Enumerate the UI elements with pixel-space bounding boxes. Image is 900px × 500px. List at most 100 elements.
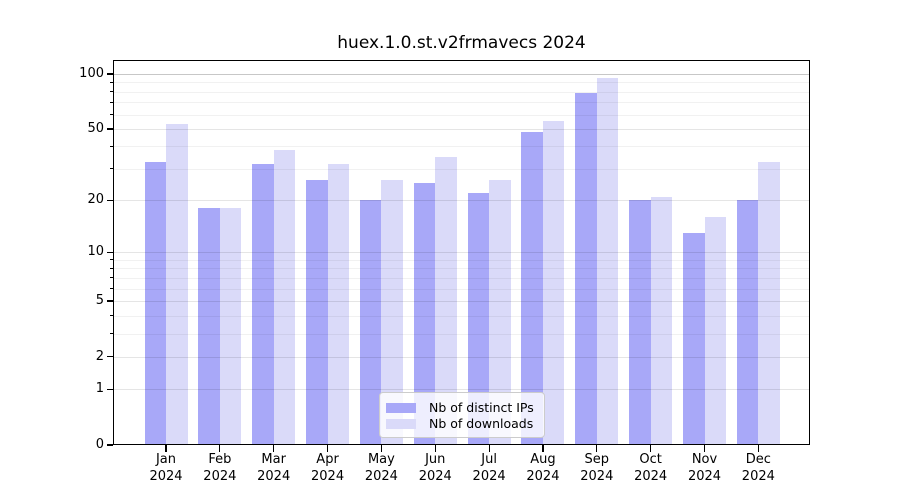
y-tick-100 xyxy=(106,73,113,75)
y-minortick-9 xyxy=(109,259,113,261)
gridline-minor-7 xyxy=(113,277,810,279)
y-tick-1 xyxy=(106,388,113,390)
y-tick-20 xyxy=(106,199,113,201)
x-tick-jul xyxy=(488,445,490,452)
bar-jan-downloads xyxy=(166,124,188,445)
bar-jan-distinct-ips xyxy=(144,161,166,445)
gridline-1 xyxy=(113,389,810,391)
gridline-minor-70 xyxy=(113,102,810,104)
y-minortick-6 xyxy=(109,288,113,290)
x-tick-jun xyxy=(434,445,436,452)
y-tick-label-10: 10 xyxy=(87,244,104,260)
x-tick-may xyxy=(380,445,382,452)
bar-aug-downloads xyxy=(542,121,565,445)
x-tick-mar xyxy=(273,445,275,452)
x-tick-label-jun: Jun 2024 xyxy=(418,452,452,484)
y-minortick-90 xyxy=(109,81,113,83)
gridline-minor-9 xyxy=(113,259,810,261)
y-minortick-30 xyxy=(109,168,113,170)
y-tick-2 xyxy=(106,356,113,358)
chart-title: huex.1.0.st.v2frmavecs 2024 xyxy=(337,33,586,53)
x-tick-jan xyxy=(165,445,167,452)
y-minortick-40 xyxy=(109,145,113,147)
legend-swatch-distinct-ips xyxy=(386,402,416,413)
gridline-minor-3 xyxy=(113,333,810,335)
legend-item-downloads: Nb of downloads xyxy=(386,416,535,431)
bar-nov-downloads xyxy=(704,217,726,445)
y-minortick-80 xyxy=(109,91,113,93)
y-minortick-4 xyxy=(109,315,113,317)
bar-dec-distinct-ips xyxy=(736,200,759,445)
gridline-5 xyxy=(113,300,810,302)
gridline-20 xyxy=(113,200,810,202)
y-tick-label-1: 1 xyxy=(95,381,104,397)
bar-mar-downloads xyxy=(273,150,296,445)
x-tick-label-jul: Jul 2024 xyxy=(472,452,506,484)
x-tick-oct xyxy=(650,445,652,452)
gridline-50 xyxy=(113,128,810,130)
x-tick-nov xyxy=(703,445,706,452)
x-tick-label-oct: Oct 2024 xyxy=(634,452,668,484)
bar-sep-distinct-ips xyxy=(575,92,597,445)
legend-label-downloads: Nb of downloads xyxy=(429,416,534,431)
legend-swatch-downloads xyxy=(386,418,416,429)
bar-oct-distinct-ips xyxy=(629,200,651,445)
y-minortick-7 xyxy=(109,277,113,279)
y-tick-10 xyxy=(106,251,113,253)
legend-item-distinct-ips: Nb of distinct IPs xyxy=(386,400,535,415)
gridline-minor-6 xyxy=(113,288,810,290)
y-minortick-3 xyxy=(109,333,113,335)
bar-oct-downloads xyxy=(650,196,673,445)
x-tick-apr xyxy=(326,445,329,452)
gridline-minor-90 xyxy=(113,82,810,84)
x-tick-label-dec: Dec 2024 xyxy=(741,452,775,484)
bar-feb-downloads xyxy=(219,208,242,445)
bar-jul-distinct-ips xyxy=(467,192,490,445)
bar-jul-downloads xyxy=(489,180,511,445)
gridline-minor-40 xyxy=(113,146,810,148)
y-minortick-70 xyxy=(109,101,113,103)
y-tick-label-50: 50 xyxy=(87,120,104,136)
y-tick-0 xyxy=(106,444,113,446)
x-tick-label-nov: Nov 2024 xyxy=(687,452,722,484)
legend-label-distinct-ips: Nb of distinct IPs xyxy=(429,400,534,415)
bar-feb-distinct-ips xyxy=(198,208,220,445)
gridline-minor-80 xyxy=(113,91,810,93)
x-tick-label-feb: Feb 2024 xyxy=(203,452,237,484)
legend: Nb of distinct IPs Nb of downloads xyxy=(379,392,545,438)
y-tick-label-100: 100 xyxy=(79,66,104,81)
x-tick-aug xyxy=(542,445,544,452)
x-tick-label-may: May 2024 xyxy=(364,452,398,484)
gridline-2 xyxy=(113,356,810,358)
x-tick-label-mar: Mar 2024 xyxy=(257,452,291,484)
gridline-minor-4 xyxy=(113,315,810,317)
x-tick-label-aug: Aug 2024 xyxy=(526,452,560,484)
bar-may-distinct-ips xyxy=(359,200,382,445)
gridline-10 xyxy=(113,252,810,254)
y-tick-50 xyxy=(106,128,113,130)
y-tick-label-20: 20 xyxy=(87,192,104,208)
y-minortick-60 xyxy=(109,114,113,116)
bar-jun-distinct-ips xyxy=(413,183,436,445)
gridline-minor-60 xyxy=(113,114,810,116)
bar-apr-downloads xyxy=(327,163,350,445)
y-tick-5 xyxy=(106,300,113,302)
bar-sep-downloads xyxy=(596,78,619,445)
x-tick-label-apr: Apr 2024 xyxy=(311,452,345,484)
gridline-minor-30 xyxy=(113,168,810,170)
y-tick-label-5: 5 xyxy=(95,292,104,308)
y-tick-label-2: 2 xyxy=(95,348,104,364)
gridline-100 xyxy=(113,74,810,75)
y-tick-label-0: 0 xyxy=(95,437,104,452)
bar-aug-distinct-ips xyxy=(521,132,543,445)
plot-area xyxy=(113,60,810,445)
x-tick-dec xyxy=(757,445,759,452)
y-axis: 0 1 2 5 10 20 50 100 xyxy=(0,0,104,500)
bar-mar-distinct-ips xyxy=(252,163,274,445)
gridline-minor-8 xyxy=(113,268,810,270)
bar-may-downloads xyxy=(381,180,403,445)
bar-apr-distinct-ips xyxy=(306,180,328,445)
x-tick-sep xyxy=(596,445,598,452)
